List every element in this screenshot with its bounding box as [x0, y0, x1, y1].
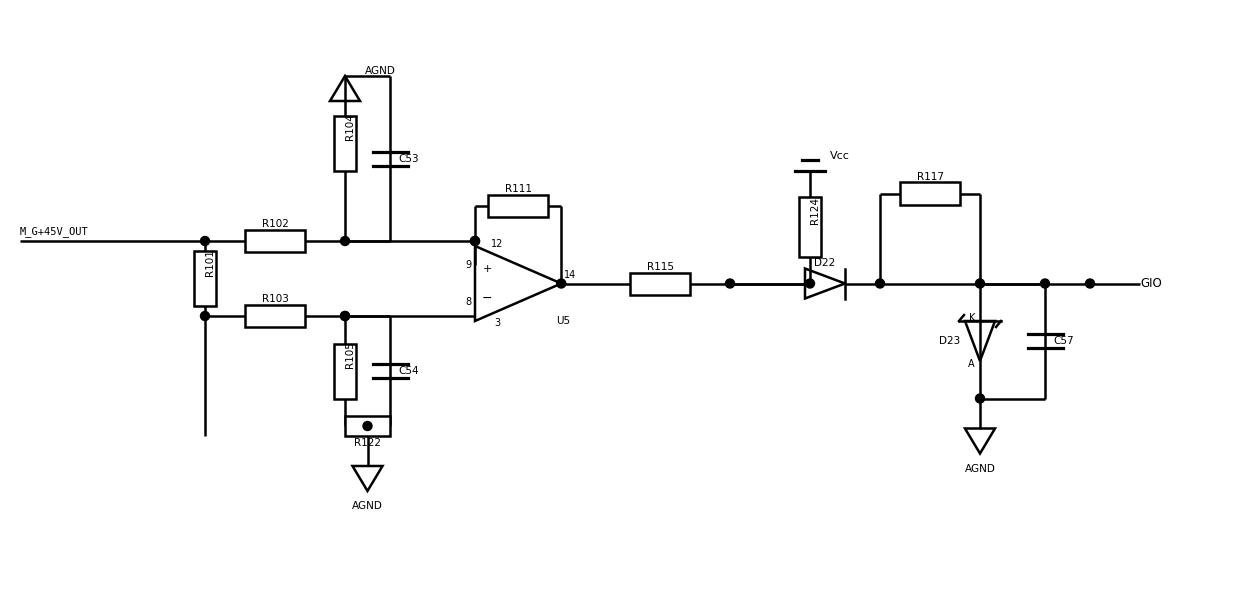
Text: R111: R111 [505, 184, 532, 194]
Circle shape [1085, 279, 1095, 288]
Bar [334, 116, 356, 171]
Text: 14: 14 [564, 271, 577, 280]
Text: R122: R122 [353, 438, 381, 448]
Circle shape [976, 394, 985, 403]
Text: R105: R105 [345, 341, 355, 368]
Text: AGND: AGND [965, 464, 996, 474]
Circle shape [341, 312, 350, 321]
Text: Vcc: Vcc [830, 151, 849, 161]
Circle shape [976, 279, 985, 288]
Text: R102: R102 [262, 219, 289, 229]
Text: R115: R115 [646, 262, 673, 271]
Circle shape [725, 279, 734, 288]
Text: C53: C53 [398, 153, 419, 164]
Text: R101: R101 [205, 249, 215, 276]
Text: 9: 9 [466, 260, 472, 269]
Circle shape [363, 422, 372, 431]
Text: AGND: AGND [352, 501, 383, 511]
Bar [193, 251, 216, 306]
Circle shape [470, 236, 480, 246]
Text: GIO: GIO [1140, 277, 1162, 290]
Text: 8: 8 [466, 297, 472, 307]
Text: K: K [968, 313, 975, 323]
Text: D22: D22 [815, 258, 836, 268]
Circle shape [201, 312, 210, 321]
Text: R124: R124 [810, 197, 820, 224]
Text: 12: 12 [491, 239, 503, 249]
Text: C57: C57 [1053, 336, 1074, 346]
Text: R104: R104 [345, 114, 355, 141]
Text: R103: R103 [262, 294, 289, 304]
Bar [246, 305, 305, 327]
Circle shape [201, 236, 210, 246]
Text: +: + [482, 263, 492, 274]
Text: −: − [482, 292, 492, 305]
Circle shape [470, 236, 480, 246]
Circle shape [557, 279, 565, 288]
Circle shape [1040, 279, 1049, 288]
Text: M_G+45V_OUT: M_G+45V_OUT [20, 226, 89, 237]
Circle shape [806, 279, 815, 288]
Circle shape [341, 236, 350, 246]
Bar [489, 195, 548, 217]
Text: 3: 3 [495, 318, 501, 328]
Text: U5: U5 [557, 316, 570, 326]
Bar [345, 416, 391, 436]
Bar [799, 197, 821, 257]
Text: D23: D23 [939, 336, 960, 346]
Text: R117: R117 [916, 172, 944, 181]
Text: A: A [968, 359, 975, 369]
Text: AGND: AGND [365, 66, 396, 76]
Bar [900, 183, 960, 205]
Bar [334, 343, 356, 398]
Circle shape [875, 279, 884, 288]
Bar [630, 273, 689, 295]
Circle shape [341, 312, 350, 321]
Bar [246, 230, 305, 252]
Text: C54: C54 [398, 366, 419, 376]
